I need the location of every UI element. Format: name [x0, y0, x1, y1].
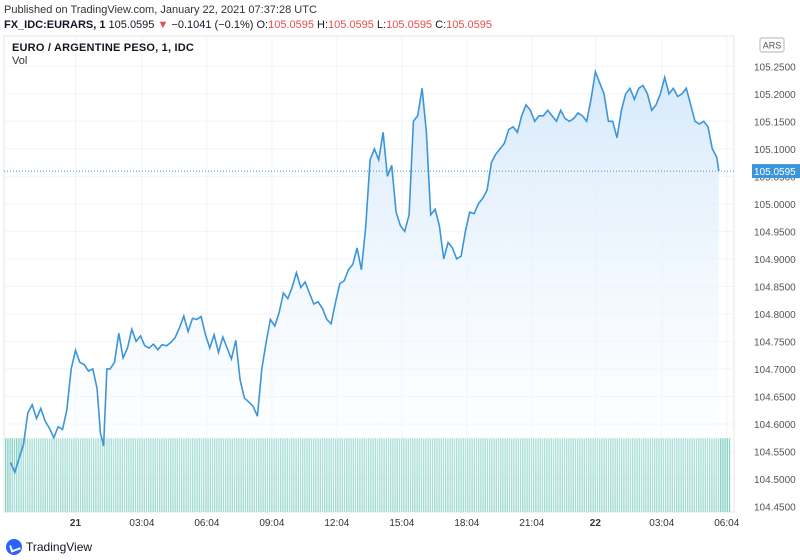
tradingview-logo-icon: [6, 539, 22, 555]
volume-bar: [9, 438, 11, 512]
open-label: O:: [256, 19, 269, 31]
volume-bar: [728, 438, 731, 512]
y-axis: 104.4500 104.5000 104.5500 104.6000 104.6500…: [752, 37, 800, 513]
high-value: 105.0595: [328, 19, 374, 31]
y-tick-label: 104.4500: [754, 502, 796, 513]
x-axis: 21 03:04 06:04 09:04 12:04 15:04 18:04 21:04 22 0…: [70, 518, 740, 529]
last-price-tag-label: 105.0595: [754, 167, 796, 178]
y-tick-label: 104.6500: [754, 392, 796, 403]
down-arrow-icon: ▼: [157, 19, 169, 31]
volume-bar: [726, 438, 728, 512]
volume-bar: [7, 438, 9, 512]
y-tick-label: 104.9500: [754, 227, 796, 238]
y-tick-label: 105.1000: [754, 145, 796, 156]
last-price-tag: [752, 164, 800, 179]
y-tick-label: 104.5000: [754, 475, 796, 486]
x-tick-label: 22: [590, 518, 602, 529]
open-value: 105.0595: [268, 19, 314, 31]
y-tick-label: 104.8000: [754, 310, 796, 321]
x-tick-label: 06:04: [194, 518, 219, 529]
volume-bar: [5, 438, 7, 512]
y-tick-label: 104.8500: [754, 282, 796, 293]
y-tick-label: 105.2500: [754, 62, 796, 73]
x-tick-label: 21: [70, 518, 82, 529]
price-area-fill: [10, 71, 719, 513]
x-tick-label: 03:04: [129, 518, 154, 529]
high-label: H:: [317, 19, 329, 31]
x-tick-label: 06:04: [714, 518, 739, 529]
ticker-line: FX_IDC:EURARS, 1 105.0595 ▼ −0.1041 (−0.…: [4, 19, 492, 31]
y-tick-label: 104.7500: [754, 337, 796, 348]
brand-label: TradingView: [26, 540, 93, 554]
low-value: 105.0595: [386, 19, 433, 31]
volume-bar: [720, 438, 722, 512]
published-text: Published on TradingView.com, January 22…: [4, 4, 317, 16]
x-tick-label: 03:04: [649, 518, 674, 529]
volume-bar: [722, 438, 724, 512]
y-tick-label: 104.9000: [754, 255, 796, 266]
currency-label: ARS: [763, 41, 782, 51]
y-tick-label: 104.6000: [754, 420, 796, 431]
volume-label: Vol: [12, 55, 28, 67]
close-label: C:: [435, 19, 447, 31]
y-tick-label: 105.1500: [754, 117, 796, 128]
volume-bar: [724, 438, 726, 512]
symbol-label: FX_IDC:EURARS, 1: [4, 19, 106, 31]
x-tick-label: 18:04: [454, 518, 479, 529]
currency-box: [759, 37, 785, 53]
x-tick-label: 21:04: [519, 518, 544, 529]
tradingview-brand[interactable]: TradingView: [6, 539, 92, 555]
y-tick-label: 105.0000: [754, 200, 796, 211]
x-tick-label: 09:04: [259, 518, 284, 529]
low-label: L:: [376, 19, 387, 31]
chart-title: EURO / ARGENTINE PESO, 1, IDC: [12, 42, 195, 54]
last-price-value: 105.0595: [108, 19, 155, 31]
change-value: −0.1041 (−0.1%): [171, 19, 254, 31]
y-tick-label: 104.5500: [754, 447, 796, 458]
y-tick-label: 105.2000: [754, 90, 796, 101]
y-tick-label: 104.7000: [754, 365, 796, 376]
close-value: 105.0595: [446, 19, 493, 31]
x-tick-label: 15:04: [389, 518, 414, 529]
x-tick-label: 12:04: [324, 518, 349, 529]
price-line: [9, 68, 720, 475]
